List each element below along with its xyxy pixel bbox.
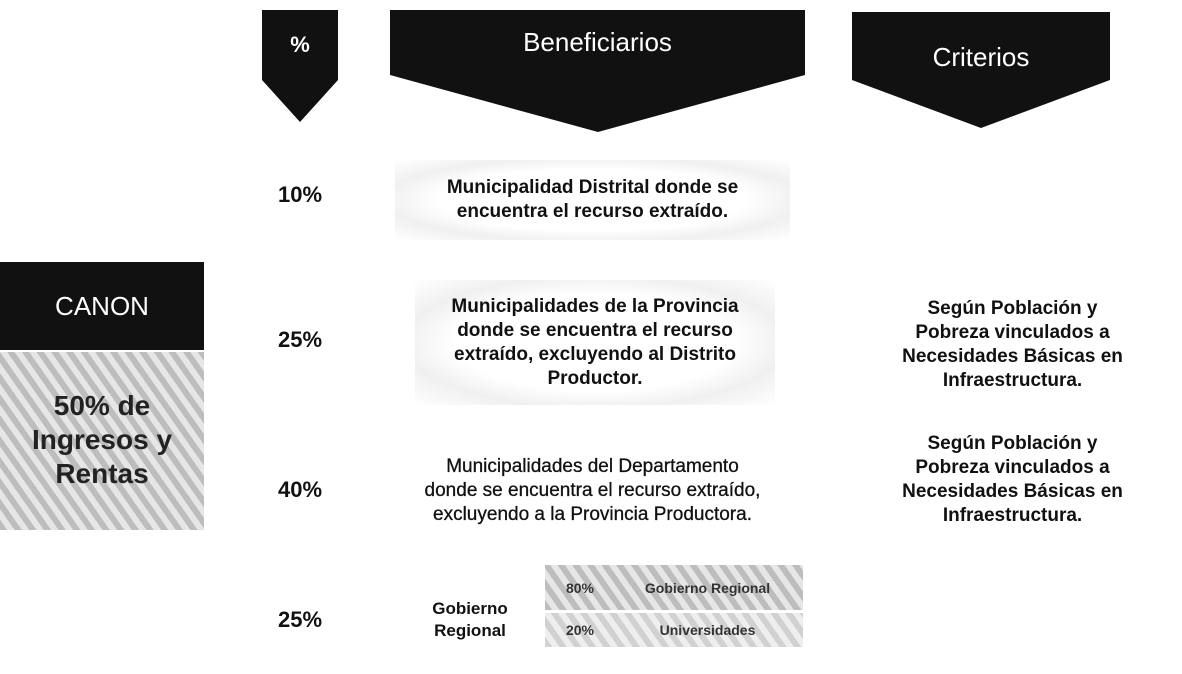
split-label: Universidades [659,622,756,638]
percent: 10% [277,182,323,207]
split-label: Gobierno Regional [644,579,771,596]
criteria: Según Población y Pobreza vinculados a N… [902,433,1123,526]
header-arrow [262,10,338,122]
beneficiary: Municipalidades de la Provincia donde se… [415,280,775,405]
canon-sub-box [0,352,204,530]
header: Beneficiarios [523,27,672,57]
beneficiary: Gobierno Regional [432,599,508,640]
header: % [290,32,310,57]
percent: 40% [277,477,323,502]
beneficiary: Municipalidades del Departamento donde s… [424,455,761,525]
criteria: Según Población y Pobreza vinculados a N… [902,298,1123,391]
split-percent: 80% [565,579,595,596]
beneficiary: Municipalidad Distrital donde se encuent… [395,160,790,240]
split-percent: 20% [565,622,595,638]
split-box [545,565,803,610]
header: Criterios [932,41,1030,72]
split-box [545,613,803,647]
header-arrow [390,10,805,132]
percent: 25% [277,327,323,352]
percent: 25% [277,607,323,632]
canon-title: CANON [55,290,149,321]
canon-box [0,262,204,350]
canon-subtitle: 50% de Ingresos y Rentas [31,390,173,489]
header-arrow [852,12,1110,128]
